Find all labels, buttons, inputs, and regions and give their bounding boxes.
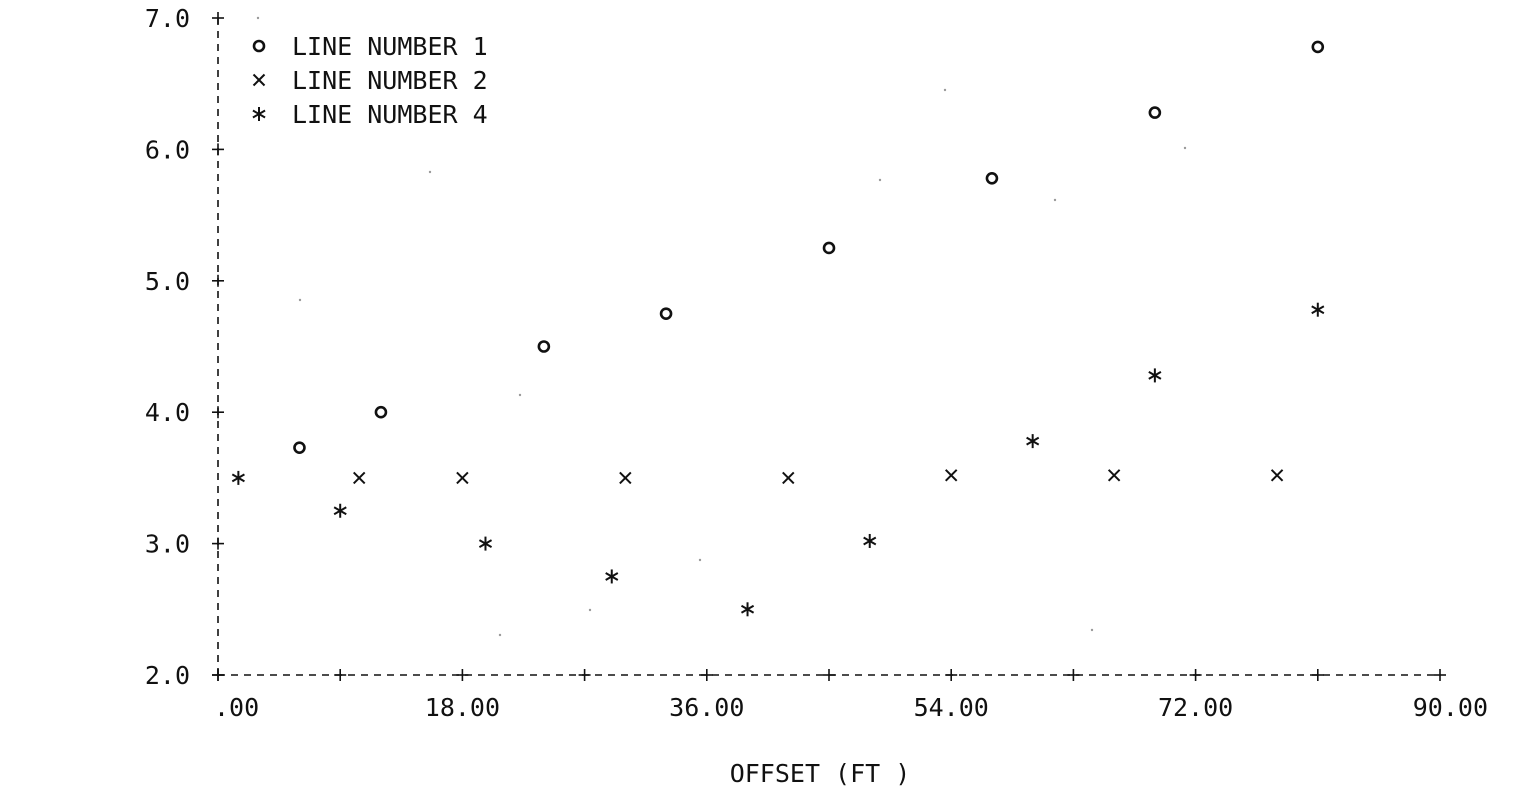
marker-stroke [252,109,266,119]
legend-label: LINE NUMBER 4 [292,100,488,129]
y-tick-label: 3.0 [145,530,190,559]
legend-marker [252,39,266,53]
marker-stroke [1270,469,1284,482]
series-3-point [1311,302,1325,317]
series-3-point [231,470,245,485]
marker-stroke [478,539,493,548]
scan-speck [943,88,947,92]
series-2-point [1107,469,1121,482]
marker-stroke [456,471,469,485]
tick-labels: 2.0 3.0 4.0 5.0 6.0 7.0 .00 18.00 36.00 54.00 72.0… [145,4,1488,722]
scan-speck [298,298,302,302]
legend: LINE NUMBER 1 LINE NUMBER 2 LINE NUMBER 4 [252,32,488,129]
series-1-point [659,307,673,320]
marker-stroke [619,471,632,485]
legend-label: LINE NUMBER 2 [292,66,488,95]
series-2-point [944,469,958,482]
scan-speck [1183,146,1187,150]
series-1-point [1148,106,1162,119]
marker-stroke [944,469,958,482]
x-tick-label: 54.00 [914,693,989,722]
series-2-point [619,471,632,485]
x-tick-label: 36.00 [669,693,744,722]
series-2-point [1270,469,1284,482]
marker-stroke [231,473,245,483]
series-1-point [374,405,388,419]
x-tick-label: 90.00 [1413,693,1488,722]
y-tick-label: 4.0 [145,398,190,427]
marker-stroke [605,572,619,581]
series-1-point [1311,40,1325,54]
marker-stroke [1026,436,1040,446]
marker-stroke [333,506,347,516]
legend-label: LINE NUMBER 1 [292,32,488,61]
series-3-point [478,536,493,551]
y-tick-label: 5.0 [145,267,190,296]
scan-speck [1090,628,1094,632]
series-1-point [822,241,836,255]
y-tick-label: 7.0 [145,4,190,33]
series-1-point [537,340,551,353]
scan-speck [428,170,432,174]
y-tick-label: 2.0 [145,661,190,690]
series-2-point [782,471,795,485]
x-tick-label: 72.00 [1158,693,1233,722]
series-3-point [863,533,877,548]
scan-speckles [256,16,1187,637]
series-3-point [740,602,755,617]
series-2-point [456,471,469,485]
series-1-point [985,172,999,185]
data-markers [231,40,1325,617]
x-tick-label: 18.00 [425,693,500,722]
marker-stroke [782,471,795,485]
series-3-point [1026,434,1040,449]
scan-speck [588,608,592,612]
marker-stroke [1311,305,1325,315]
scan-speck [878,178,882,182]
axes [212,12,1446,681]
series-1-point [293,441,306,454]
marker-stroke [353,471,366,485]
scan-speck [698,558,702,562]
series-3-point [333,503,347,518]
series-2-point [353,471,366,485]
scan-speck [1053,198,1057,202]
y-tick-label: 6.0 [145,135,190,164]
legend-marker [252,107,266,121]
scan-speck [498,633,502,637]
marker-stroke [252,73,266,87]
marker-stroke [1107,469,1121,482]
x-axis-label: OFFSET (FT ) [730,759,911,788]
series-3-point [605,569,619,584]
scan-speck [256,16,260,20]
marker-stroke [740,604,755,614]
x-tick-label: .00 [214,693,259,722]
legend-marker [252,73,266,87]
marker-stroke [1148,371,1162,380]
scan-speck [518,393,522,397]
marker-stroke [863,536,877,546]
series-3-point [1148,368,1162,383]
